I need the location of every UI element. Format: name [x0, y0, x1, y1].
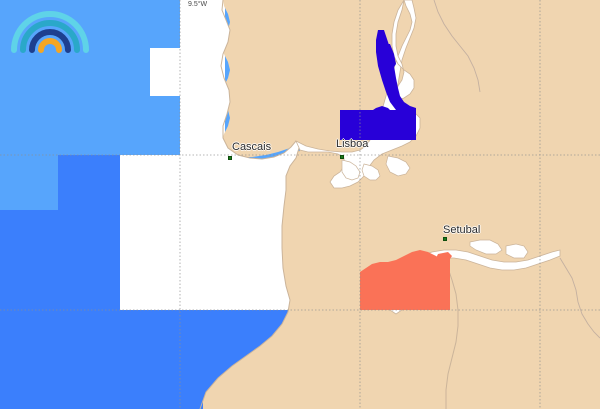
overlay-cell-tagus-west-arm[interactable]: [340, 106, 392, 152]
lisbon-south-inlets: [341, 155, 411, 181]
coastline-west-stroke: [220, 0, 297, 160]
logo-arc-outer: [11, 11, 89, 53]
logo-arc-third: [29, 29, 71, 53]
ocean-tile-mid-white-2[interactable]: [180, 155, 360, 310]
inland-river-northeast: [433, 0, 481, 93]
ocean-tile-sw-blue[interactable]: [0, 210, 58, 310]
coastline-lisbon-peninsula-stroke: [199, 147, 300, 409]
overlay-cell-tagus-estuary[interactable]: [340, 30, 416, 150]
ocean-tile-mid-white[interactable]: [150, 48, 192, 96]
overlay-cell-tagus-top-spur[interactable]: [380, 44, 396, 70]
tagus-river-channel: [391, 0, 415, 101]
overlay-cell-setubal-coast[interactable]: [360, 250, 450, 310]
logo-arc-inner: [38, 38, 62, 53]
city-dot-cascais[interactable]: [228, 156, 232, 160]
inland-river-east: [559, 257, 600, 339]
coastline-south-stroke: [445, 255, 459, 409]
overlay-orange-spur[interactable]: [436, 252, 452, 262]
sado-estuary-inner: [469, 239, 529, 259]
rainbow-arc-logo[interactable]: [8, 6, 92, 54]
ocean-tile-w-blue[interactable]: [58, 155, 120, 310]
city-dot-lisboa[interactable]: [340, 155, 344, 159]
city-dot-setubal[interactable]: [443, 237, 447, 241]
logo-arc-second: [20, 20, 80, 53]
